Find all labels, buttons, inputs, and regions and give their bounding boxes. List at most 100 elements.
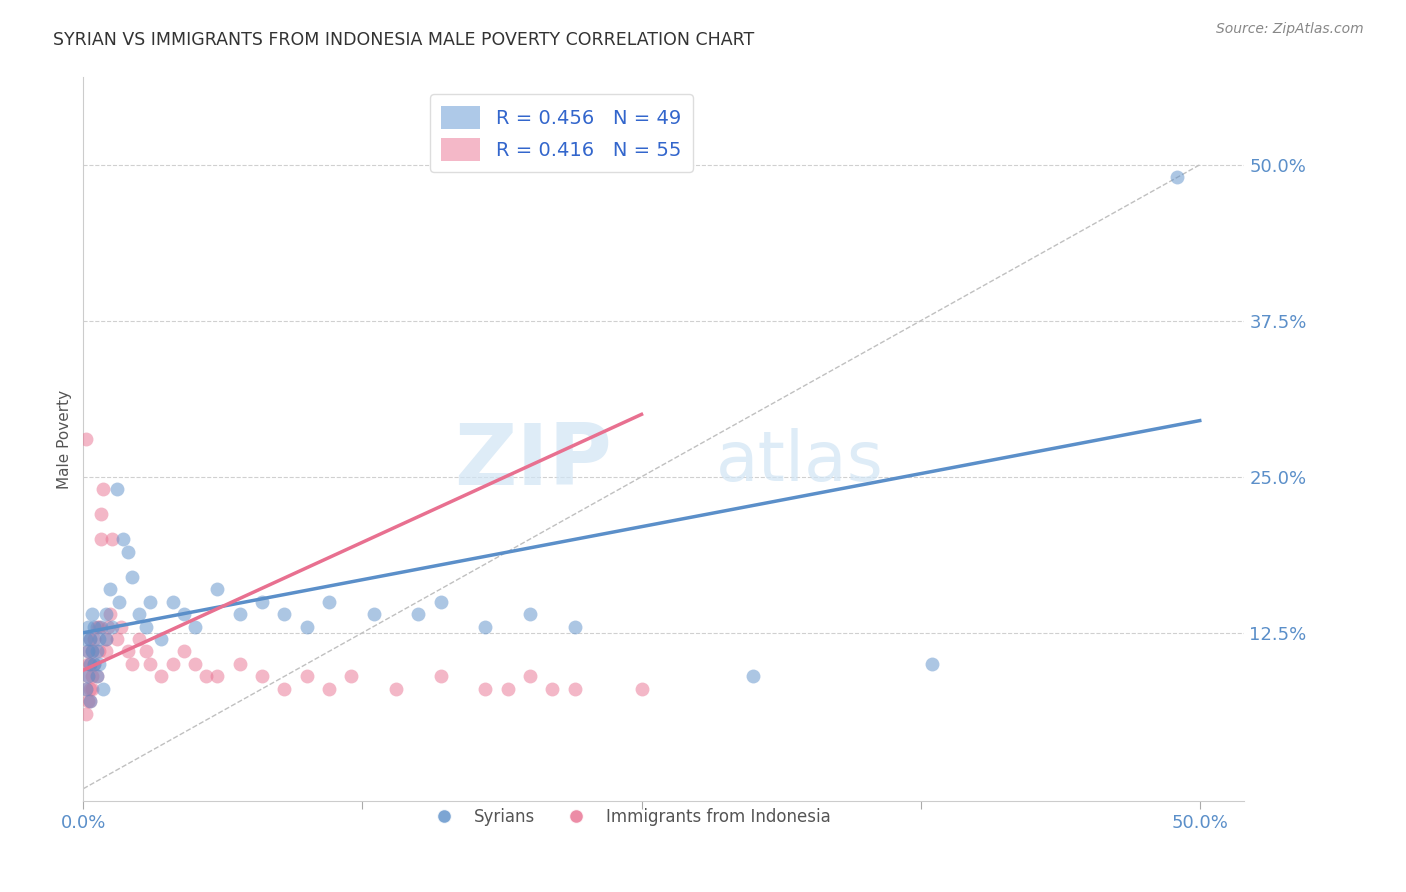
Point	[76, 657, 98, 671]
Text: SYRIAN VS IMMIGRANTS FROM INDONESIA MALE POVERTY CORRELATION CHART: SYRIAN VS IMMIGRANTS FROM INDONESIA MALE…	[53, 31, 755, 49]
Point	[75, 681, 97, 696]
Point	[150, 669, 173, 683]
Point	[87, 644, 110, 658]
Point	[474, 681, 496, 696]
Point	[101, 619, 124, 633]
Point	[117, 544, 139, 558]
Legend: Syrians, Immigrants from Indonesia: Syrians, Immigrants from Indonesia	[420, 801, 838, 832]
Point	[207, 669, 229, 683]
Point	[90, 507, 112, 521]
Point	[273, 607, 295, 621]
Point	[75, 706, 97, 721]
Point	[117, 644, 139, 658]
Point	[94, 632, 117, 646]
Point	[250, 669, 273, 683]
Point	[83, 657, 105, 671]
Point	[250, 594, 273, 608]
Point	[82, 669, 104, 683]
Point	[173, 644, 195, 658]
Point	[76, 644, 98, 658]
Point	[79, 632, 101, 646]
Point	[90, 619, 112, 633]
Point	[75, 681, 97, 696]
Point	[87, 632, 110, 646]
Point	[82, 681, 104, 696]
Point	[162, 657, 184, 671]
Point	[79, 694, 101, 708]
Point	[76, 669, 98, 683]
Point	[295, 619, 318, 633]
Point	[429, 594, 451, 608]
Point	[921, 657, 943, 671]
Point	[184, 657, 207, 671]
Point	[93, 681, 115, 696]
Point	[79, 681, 101, 696]
Point	[79, 632, 101, 646]
Point	[76, 619, 98, 633]
Point	[105, 482, 128, 496]
Text: Source: ZipAtlas.com: Source: ZipAtlas.com	[1216, 22, 1364, 37]
Point	[228, 607, 250, 621]
Point	[318, 681, 340, 696]
Point	[87, 619, 110, 633]
Point	[207, 582, 229, 596]
Point	[90, 532, 112, 546]
Point	[139, 594, 162, 608]
Text: ZIP: ZIP	[454, 419, 612, 502]
Point	[195, 669, 218, 683]
Point	[564, 619, 586, 633]
Point	[79, 694, 101, 708]
Point	[110, 619, 132, 633]
Point	[76, 694, 98, 708]
Point	[108, 594, 131, 608]
Point	[79, 657, 101, 671]
Point	[86, 619, 108, 633]
Point	[135, 619, 157, 633]
Point	[406, 607, 429, 621]
Point	[76, 669, 98, 683]
Point	[630, 681, 652, 696]
Point	[112, 532, 135, 546]
Point	[273, 681, 295, 696]
Point	[295, 669, 318, 683]
Point	[87, 657, 110, 671]
Point	[98, 607, 121, 621]
Point	[496, 681, 519, 696]
Point	[184, 619, 207, 633]
Point	[94, 632, 117, 646]
Point	[82, 607, 104, 621]
Point	[742, 669, 765, 683]
Point	[228, 657, 250, 671]
Point	[121, 569, 143, 583]
Point	[139, 657, 162, 671]
Point	[83, 657, 105, 671]
Point	[86, 669, 108, 683]
Point	[97, 619, 120, 633]
Point	[135, 644, 157, 658]
Point	[75, 632, 97, 646]
Point	[340, 669, 363, 683]
Point	[150, 632, 173, 646]
Point	[541, 681, 564, 696]
Point	[128, 607, 150, 621]
Point	[318, 594, 340, 608]
Point	[474, 619, 496, 633]
Point	[82, 644, 104, 658]
Y-axis label: Male Poverty: Male Poverty	[58, 390, 72, 489]
Point	[519, 607, 541, 621]
Point	[564, 681, 586, 696]
Point	[82, 644, 104, 658]
Point	[93, 482, 115, 496]
Point	[101, 532, 124, 546]
Point	[162, 594, 184, 608]
Point	[429, 669, 451, 683]
Point	[363, 607, 385, 621]
Point	[94, 607, 117, 621]
Point	[75, 433, 97, 447]
Point	[385, 681, 408, 696]
Point	[94, 644, 117, 658]
Point	[83, 619, 105, 633]
Point	[173, 607, 195, 621]
Point	[121, 657, 143, 671]
Point	[79, 657, 101, 671]
